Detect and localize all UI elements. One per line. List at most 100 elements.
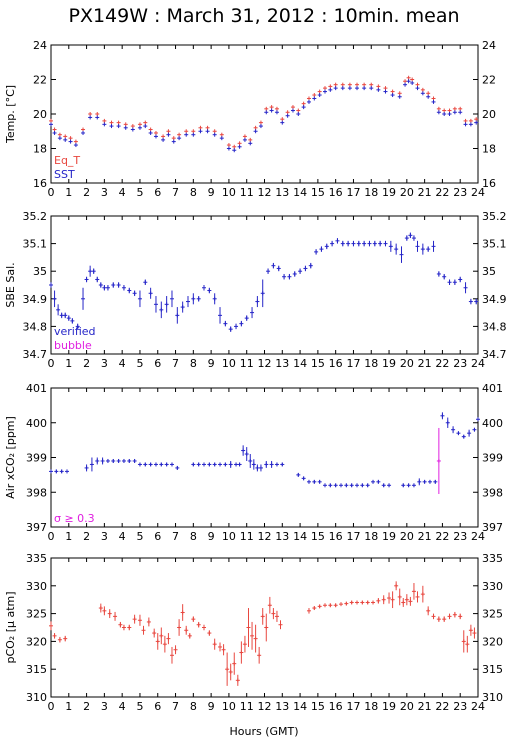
y-tick-label-right: 325 <box>482 608 503 621</box>
x-tick-label: 24 <box>471 357 485 370</box>
y-tick-label-left: 320 <box>26 635 47 648</box>
y-tick-label-left: 400 <box>26 417 47 430</box>
x-tick-label: 8 <box>190 700 197 713</box>
x-tick-label: 7 <box>172 700 179 713</box>
x-tick-label: 18 <box>364 700 378 713</box>
x-tick-label: 3 <box>101 700 108 713</box>
y-tick-label-right: 34.9 <box>482 293 507 306</box>
x-tick-label: 19 <box>382 357 396 370</box>
y-tick-label-left: 35.1 <box>23 238 48 251</box>
x-axis-label: Hours (GMT) <box>229 725 298 738</box>
x-tick-label: 8 <box>190 186 197 199</box>
x-tick-label: 10 <box>222 357 236 370</box>
y-tick-label-left: 325 <box>26 608 47 621</box>
x-tick-label: 1 <box>65 186 72 199</box>
x-tick-label: 3 <box>101 357 108 370</box>
y-tick-label-right: 320 <box>482 635 503 648</box>
x-tick-label: 2 <box>83 357 90 370</box>
x-tick-label: 14 <box>293 700 307 713</box>
y-tick-label-left: 34.8 <box>23 320 48 333</box>
y-tick-label-left: 310 <box>26 691 47 704</box>
x-tick-label: 20 <box>400 186 414 199</box>
x-tick-label: 13 <box>275 700 289 713</box>
x-tick-label: 6 <box>154 700 161 713</box>
y-tick-label-right: 16 <box>482 177 496 190</box>
x-tick-label: 0 <box>48 186 55 199</box>
x-tick-label: 13 <box>275 357 289 370</box>
x-tick-label: 23 <box>453 357 467 370</box>
x-tick-label: 3 <box>101 186 108 199</box>
x-tick-label: 16 <box>329 186 343 199</box>
y-tick-label-right: 35.2 <box>482 210 507 223</box>
x-tick-label: 14 <box>293 357 307 370</box>
x-tick-label: 14 <box>293 530 307 543</box>
y-tick-label-right: 399 <box>482 452 503 465</box>
panel-4: 0 1 2 3 4 5 6 7 8 9 10 11 12 13 14 15 16 17 18 19 20 21 22 23 24… <box>4 552 503 713</box>
y-axis-label: pCO₂ [μ atm] <box>4 591 17 663</box>
y-tick-label-right: 401 <box>482 382 503 395</box>
y-tick-label-left: 330 <box>26 580 47 593</box>
y-tick-label-right: 34.7 <box>482 348 507 361</box>
y-axis-label: Air xCO₂ [ppm] <box>4 416 17 499</box>
x-tick-label: 6 <box>154 186 161 199</box>
legend-entry: SST <box>54 168 75 181</box>
x-tick-label: 22 <box>435 530 449 543</box>
x-tick-label: 16 <box>329 700 343 713</box>
legend-entry: verified <box>54 325 96 338</box>
y-tick-label-right: 330 <box>482 580 503 593</box>
y-tick-label-left: 35 <box>33 265 47 278</box>
y-tick-label-left: 397 <box>26 521 47 534</box>
y-tick-label-left: 315 <box>26 663 47 676</box>
x-tick-label: 15 <box>311 700 325 713</box>
x-tick-label: 0 <box>48 530 55 543</box>
x-tick-label: 11 <box>240 357 254 370</box>
x-tick-label: 6 <box>154 530 161 543</box>
panel-1: 0 1 2 3 4 5 6 7 8 9 10 11 12 13 14 15 16 17 18 19 20 21 22 23 24… <box>4 39 496 199</box>
x-tick-label: 23 <box>453 530 467 543</box>
series-eq-t <box>49 75 479 149</box>
x-tick-label: 12 <box>258 700 272 713</box>
series-sst <box>49 79 479 153</box>
x-tick-label: 22 <box>435 700 449 713</box>
x-tick-label: 16 <box>329 357 343 370</box>
y-tick-label-right: 400 <box>482 417 503 430</box>
x-tick-label: 9 <box>208 700 215 713</box>
x-tick-label: 19 <box>382 186 396 199</box>
x-tick-label: 17 <box>346 186 360 199</box>
y-tick-label-right: 22 <box>482 74 496 87</box>
y-axis-label: SBE Sal. <box>4 262 17 307</box>
x-tick-label: 10 <box>222 186 236 199</box>
x-tick-label: 21 <box>418 530 432 543</box>
y-tick-label-right: 18 <box>482 143 496 156</box>
x-tick-label: 11 <box>240 530 254 543</box>
y-tick-label-left: 34.7 <box>23 348 48 361</box>
x-tick-label: 10 <box>222 530 236 543</box>
x-tick-label: 1 <box>65 357 72 370</box>
y-tick-label-left: 335 <box>26 552 47 565</box>
x-tick-label: 7 <box>172 186 179 199</box>
y-tick-label-left: 18 <box>33 143 47 156</box>
y-tick-label-right: 335 <box>482 552 503 565</box>
x-tick-label: 1 <box>65 700 72 713</box>
y-tick-label-left: 34.9 <box>23 293 48 306</box>
x-tick-label: 8 <box>190 530 197 543</box>
y-axis-label: Temp. [°C] <box>4 85 17 144</box>
x-tick-label: 11 <box>240 186 254 199</box>
series-3-1 <box>49 412 480 488</box>
x-tick-label: 6 <box>154 357 161 370</box>
legend-entry: Eq_T <box>54 154 80 167</box>
x-tick-label: 9 <box>208 530 215 543</box>
x-tick-label: 0 <box>48 700 55 713</box>
x-tick-label: 21 <box>418 700 432 713</box>
y-tick-label-right: 35 <box>482 265 496 278</box>
x-tick-label: 13 <box>275 186 289 199</box>
plot-frame <box>50 44 479 184</box>
x-tick-label: 3 <box>101 530 108 543</box>
y-tick-label-left: 398 <box>26 486 47 499</box>
series-3-2 <box>436 427 441 494</box>
y-tick-label-left: 20 <box>33 108 47 121</box>
y-tick-label-right: 397 <box>482 521 503 534</box>
y-tick-label-left: 35.2 <box>23 210 48 223</box>
x-tick-label: 8 <box>190 357 197 370</box>
